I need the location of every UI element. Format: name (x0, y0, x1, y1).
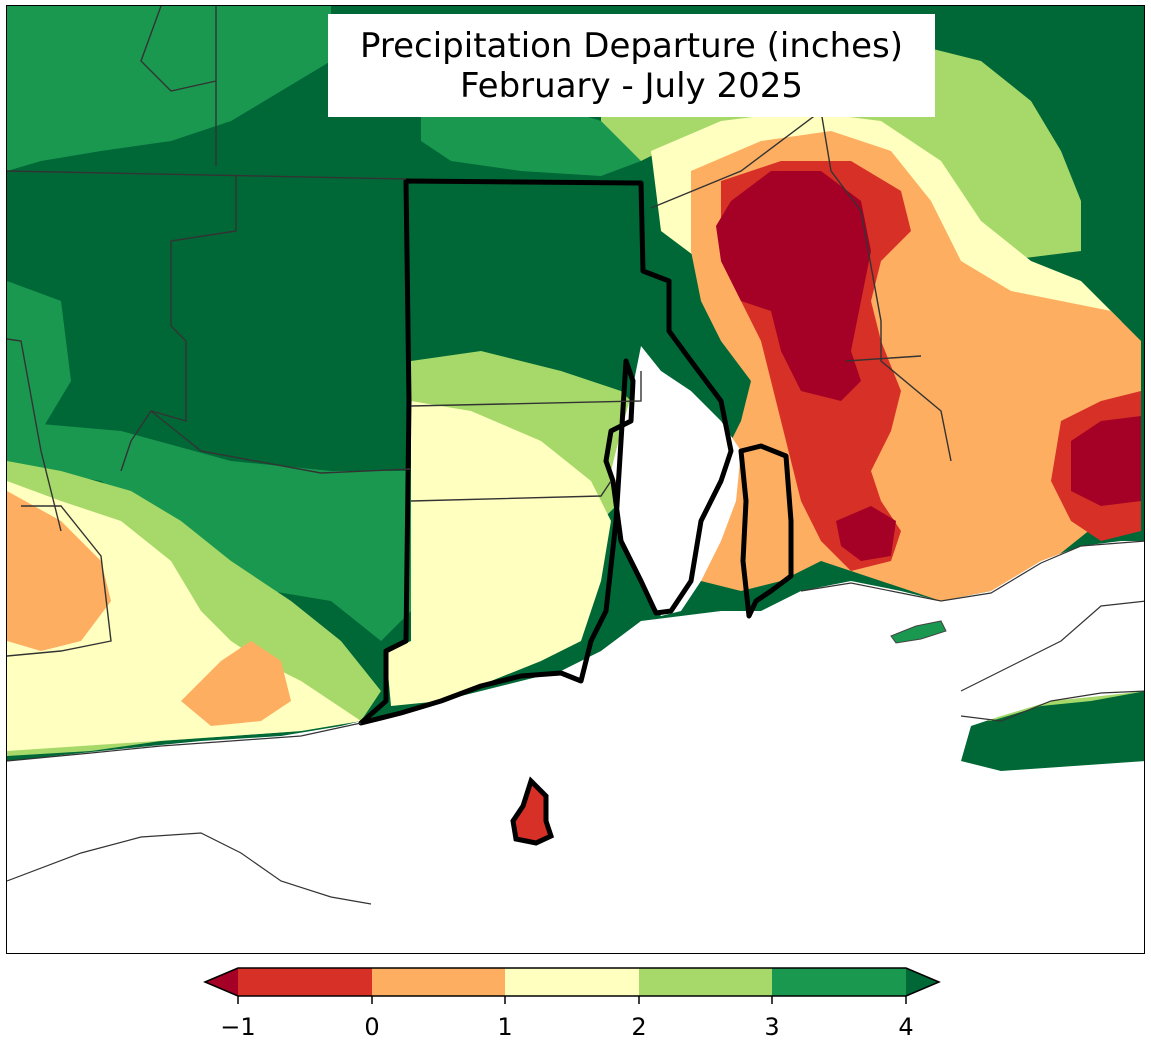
colorbar-bin-2-3 (639, 968, 772, 996)
region-green-mid (7, 421, 431, 641)
colorbar-tick-label: 2 (631, 1013, 647, 1041)
colorbar-bin-0-1 (372, 968, 505, 996)
colorbar-tick-label: 0 (364, 1013, 380, 1041)
island-elizabeth (890, 620, 947, 644)
colorbar-ticks (237, 996, 907, 1004)
map-title: Precipitation Departure (inches) (359, 26, 904, 66)
region-green-west (7, 281, 71, 441)
region-dark-red-ma (716, 171, 871, 401)
precipitation-map (7, 6, 1144, 953)
narragansett-bay (611, 346, 741, 616)
map-panel: Precipitation Departure (inches) Februar… (6, 5, 1145, 954)
colorbar-tick-label: −1 (220, 1013, 256, 1041)
colorbar-tick-label: 3 (764, 1013, 780, 1041)
colorbar (203, 967, 941, 1004)
colorbar-extend-low (205, 968, 238, 996)
colorbar-tick-label: 1 (497, 1013, 513, 1041)
title-box: Precipitation Departure (inches) Februar… (328, 14, 935, 117)
colorbar-bin-1-2 (505, 968, 639, 996)
county-borders (7, 6, 952, 657)
ri-border (358, 178, 734, 726)
region-orange-shore (181, 641, 291, 726)
colorbar-bin-3-4 (772, 968, 906, 996)
map-subtitle: February - July 2025 (459, 66, 804, 106)
coastline (7, 540, 1144, 905)
block-island (510, 776, 555, 846)
region-orange-west (7, 491, 111, 651)
region-yellow-ri (386, 401, 611, 706)
colorbar-bin-neg1-0 (238, 968, 372, 996)
ri-border-east (738, 443, 794, 619)
region-dark-red-se (1071, 416, 1141, 506)
colorbar-extend-high (906, 968, 939, 996)
region-dark-red-coast (836, 506, 896, 561)
colorbar-tick-label: 4 (898, 1013, 914, 1041)
ocean-water (7, 541, 1144, 953)
